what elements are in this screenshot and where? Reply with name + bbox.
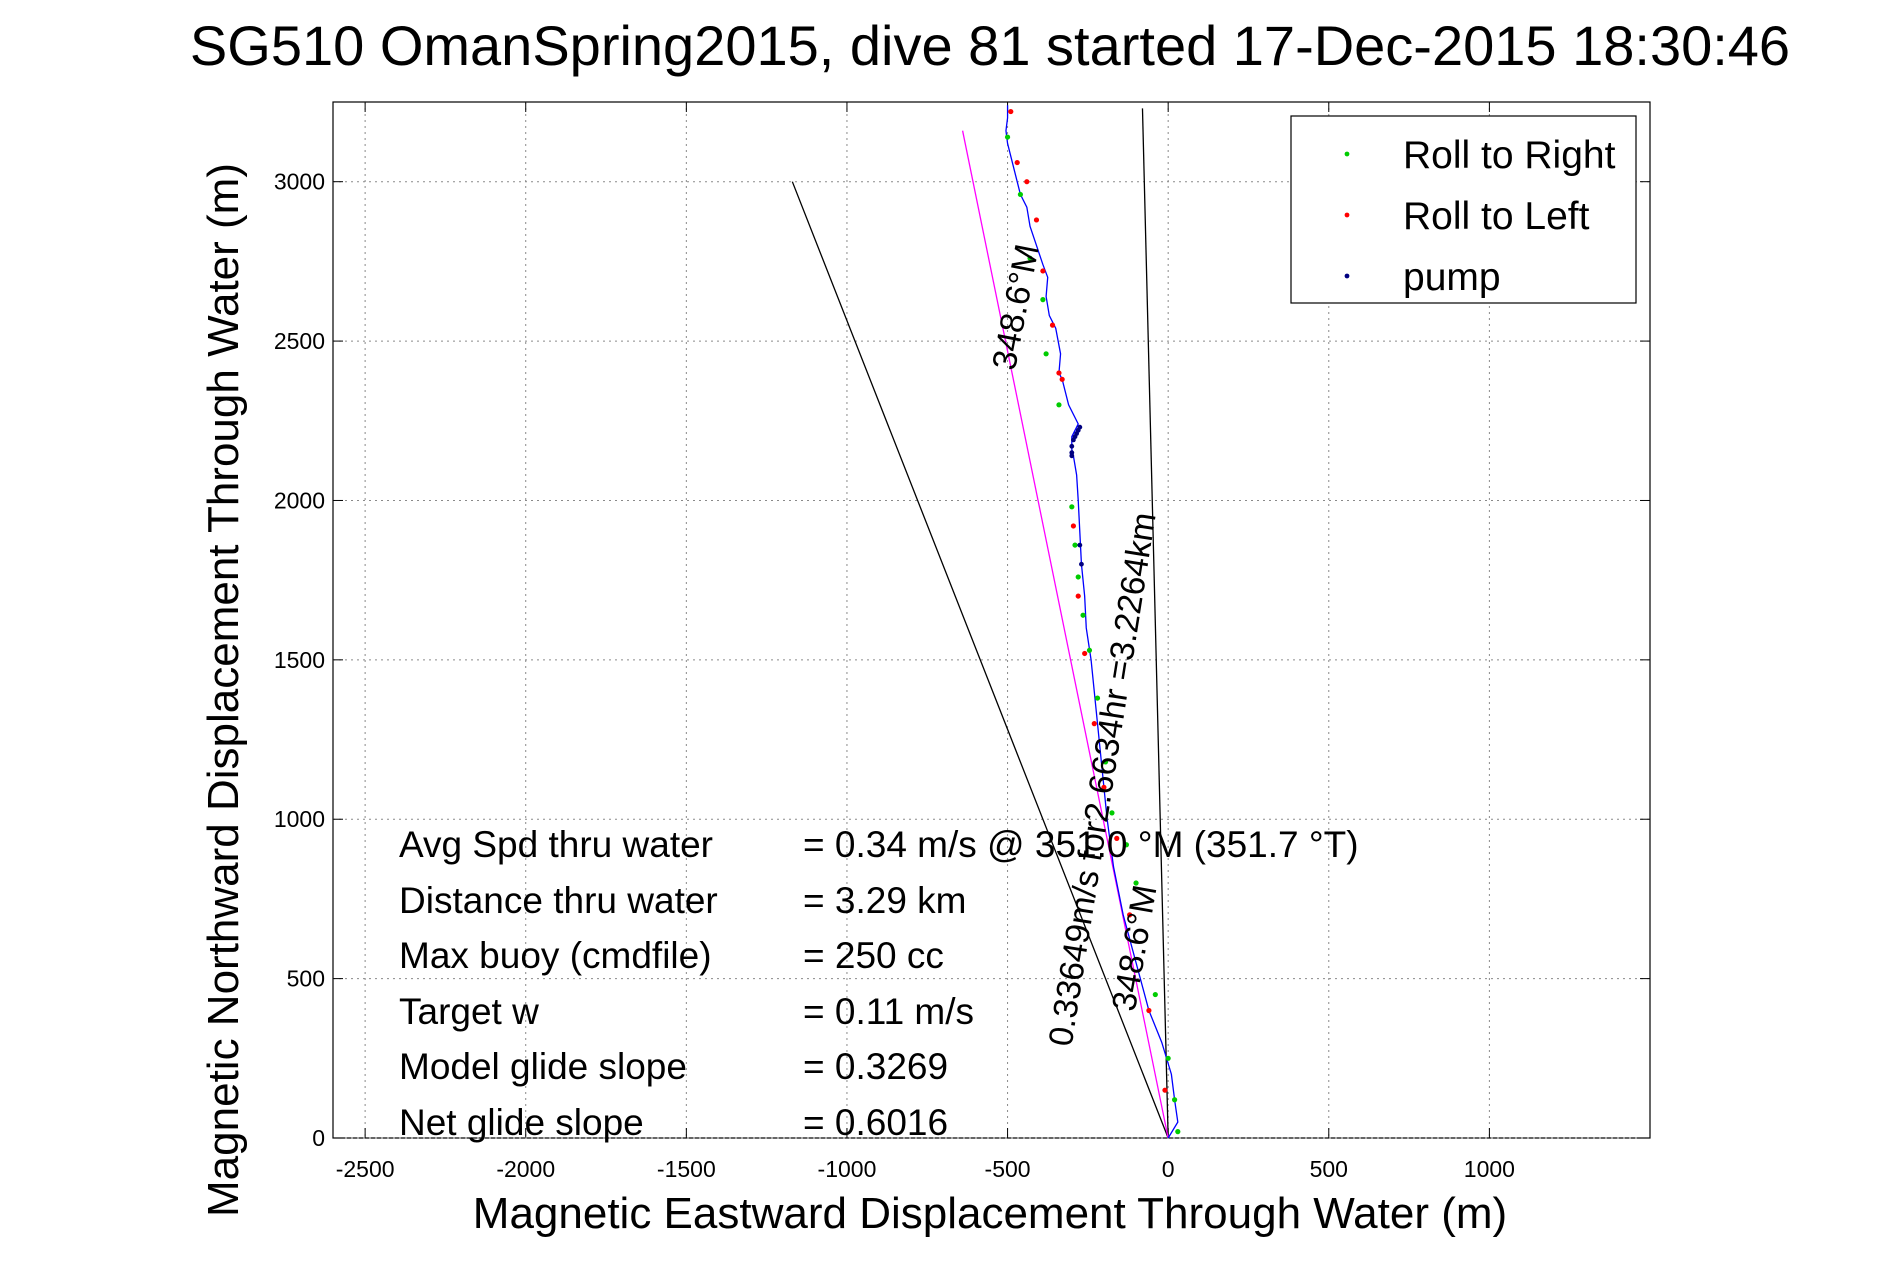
y-tick-label: 1500 — [274, 647, 325, 673]
stat-net-glide-value: = 0.6016 — [803, 1102, 949, 1143]
roll-left-point — [1056, 370, 1062, 376]
stat-avg-speed-value: = 0.34 m/s @ 351.0 °M (351.7 °T) — [803, 824, 1359, 865]
roll-left-point — [1049, 322, 1056, 328]
roll-right-point — [1027, 255, 1033, 261]
roll-right-point — [1133, 880, 1139, 886]
stat-net-glide-label: Net glide slope — [399, 1102, 644, 1143]
glider-track — [1005, 105, 1179, 1139]
stat-max-buoy-value: = 250 cc — [803, 935, 944, 976]
y-axis-label: Magnetic Northward Displacement Through … — [199, 163, 248, 1217]
legend-label: pump — [1403, 256, 1501, 299]
roll-left-point — [1014, 159, 1020, 166]
roll-left-point — [1040, 268, 1046, 274]
stat-model-glide-label: Model glide slope — [399, 1046, 687, 1087]
x-axis-label: Magnetic Eastward Displacement Through W… — [473, 1189, 1507, 1238]
roll-left-point — [1114, 835, 1120, 841]
y-tick-label: 1000 — [274, 806, 325, 832]
legend-marker — [1344, 212, 1350, 218]
roll-right-point — [1040, 297, 1046, 303]
x-tick-label: 0 — [1162, 1156, 1175, 1182]
stat-target-w-value: = 0.11 m/s — [803, 991, 975, 1032]
roll-left-point — [1024, 179, 1030, 185]
legend-label: Roll to Right — [1403, 134, 1616, 177]
roll-left-point — [1162, 1087, 1168, 1093]
reference-lines — [791, 108, 1169, 1139]
roll-left-point — [1008, 108, 1014, 115]
roll-right-point — [1043, 351, 1049, 357]
y-tick-label: 2500 — [274, 328, 325, 354]
y-tick-label: 3000 — [274, 169, 325, 195]
roll-left-point — [1127, 912, 1133, 918]
x-tick-label: -2000 — [496, 1156, 555, 1182]
track-line — [1005, 105, 1179, 1139]
x-tick-label: -1000 — [818, 1156, 877, 1182]
roll-right-point — [1175, 1129, 1181, 1135]
reference-line — [791, 181, 1169, 1139]
x-tick-label: -2500 — [336, 1156, 395, 1182]
pump-point — [1069, 453, 1075, 459]
roll-right-point — [1102, 759, 1109, 765]
roll-left-point — [1033, 217, 1040, 223]
stat-target-w-label: Target w — [399, 991, 539, 1032]
roll-left-point — [1070, 523, 1077, 529]
x-tick-labels: -2500 -2000 -1500 -1000 -500 0 500 1000 — [336, 1156, 1515, 1182]
legend-label: Roll to Left — [1403, 195, 1590, 238]
pump-point — [1069, 443, 1075, 449]
x-tick-label: -500 — [985, 1156, 1031, 1182]
x-tick-label: 1000 — [1464, 1156, 1515, 1182]
x-tick-label: 500 — [1310, 1156, 1348, 1182]
roll-right-point — [1094, 695, 1101, 701]
roll-right-point — [1152, 991, 1158, 998]
roll-right-point — [1086, 647, 1093, 653]
stat-distance-label: Distance thru water — [399, 880, 718, 921]
roll-right-point — [1165, 1055, 1171, 1061]
roll-right-point — [1171, 1097, 1178, 1103]
roll-left-point — [1075, 593, 1081, 599]
x-tick-label: -1500 — [657, 1156, 716, 1182]
y-tick-label: 2000 — [274, 487, 325, 513]
roll-right-point — [1017, 191, 1024, 198]
legend-marker — [1344, 151, 1350, 157]
roll-right-point — [1056, 402, 1062, 408]
roll-markers — [1004, 108, 1181, 1135]
roll-right-point — [1123, 842, 1130, 848]
legend-marker — [1344, 273, 1350, 279]
y-tick-label: 0 — [312, 1125, 325, 1151]
roll-right-point — [1072, 542, 1078, 548]
roll-left-point — [1082, 650, 1088, 657]
roll-left-point — [1059, 376, 1065, 382]
legend-box — [1290, 115, 1637, 304]
reference-line — [1141, 108, 1169, 1139]
pump-point — [1077, 424, 1083, 430]
stat-distance-value: = 3.29 km — [803, 880, 967, 921]
reference-line — [961, 130, 1169, 1139]
roll-right-point — [1075, 574, 1081, 580]
y-tick-label: 500 — [287, 966, 325, 992]
chart-title: SG510 OmanSpring2015, dive 81 started 17… — [190, 14, 1790, 77]
roll-right-point — [1004, 134, 1011, 140]
stat-avg-speed-label: Avg Spd thru water — [399, 824, 713, 865]
roll-left-point — [1091, 721, 1097, 727]
roll-right-point — [1109, 810, 1115, 816]
roll-left-point — [1146, 1007, 1152, 1014]
roll-right-point — [1069, 504, 1075, 510]
pump-point — [1079, 561, 1084, 567]
roll-right-point — [1080, 612, 1086, 618]
stat-max-buoy-label: Max buoy (cmdfile) — [399, 935, 712, 976]
stat-model-glide-value: = 0.3269 — [803, 1046, 949, 1087]
legend: Roll to Right Roll to Left pump — [1290, 115, 1637, 304]
grid-lines — [333, 102, 1650, 1139]
y-tick-labels: 0 500 1000 1500 2000 2500 3000 — [274, 169, 325, 1151]
pump-point — [1077, 542, 1083, 548]
roll-left-point — [1101, 784, 1107, 790]
